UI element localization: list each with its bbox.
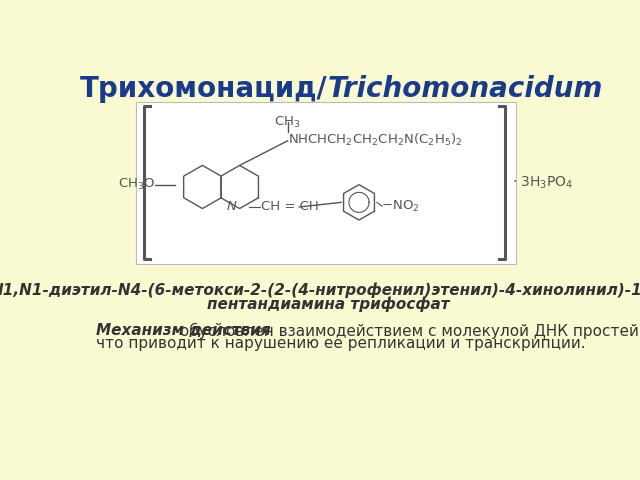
Text: CH$_3$O: CH$_3$O <box>118 177 155 192</box>
Text: $\cdot$ 3H$_3$PO$_4$: $\cdot$ 3H$_3$PO$_4$ <box>513 175 573 192</box>
Text: обусловлен взаимодействием с молекулой ДНК простейших ,: обусловлен взаимодействием с молекулой Д… <box>175 323 640 339</box>
Text: N1,N1-диэтил-N4-(6-метокси-2-(2-(4-нитрофенил)этенил)-4-хинолинил)-1,4-: N1,N1-диэтил-N4-(6-метокси-2-(2-(4-нитро… <box>0 282 640 298</box>
Text: Механизм действия: Механизм действия <box>95 323 270 338</box>
Text: CH = CH: CH = CH <box>260 201 318 214</box>
Text: NHCHCH$_2$CH$_2$CH$_2$N(C$_2$H$_5$)$_2$: NHCHCH$_2$CH$_2$CH$_2$N(C$_2$H$_5$)$_2$ <box>288 132 462 148</box>
Text: Trichomonacidum: Trichomonacidum <box>328 74 604 103</box>
Text: Трихомонацид/: Трихомонацид/ <box>81 74 328 103</box>
Text: пентандиамина трифосфат: пентандиамина трифосфат <box>207 296 449 312</box>
Text: N: N <box>227 201 237 214</box>
Text: CH$_3$: CH$_3$ <box>275 115 301 131</box>
Text: что приводит к нарушению ее репликации и транскрипции.: что приводит к нарушению ее репликации и… <box>95 336 585 351</box>
FancyBboxPatch shape <box>136 102 516 264</box>
Text: $-$NO$_2$: $-$NO$_2$ <box>381 199 419 214</box>
